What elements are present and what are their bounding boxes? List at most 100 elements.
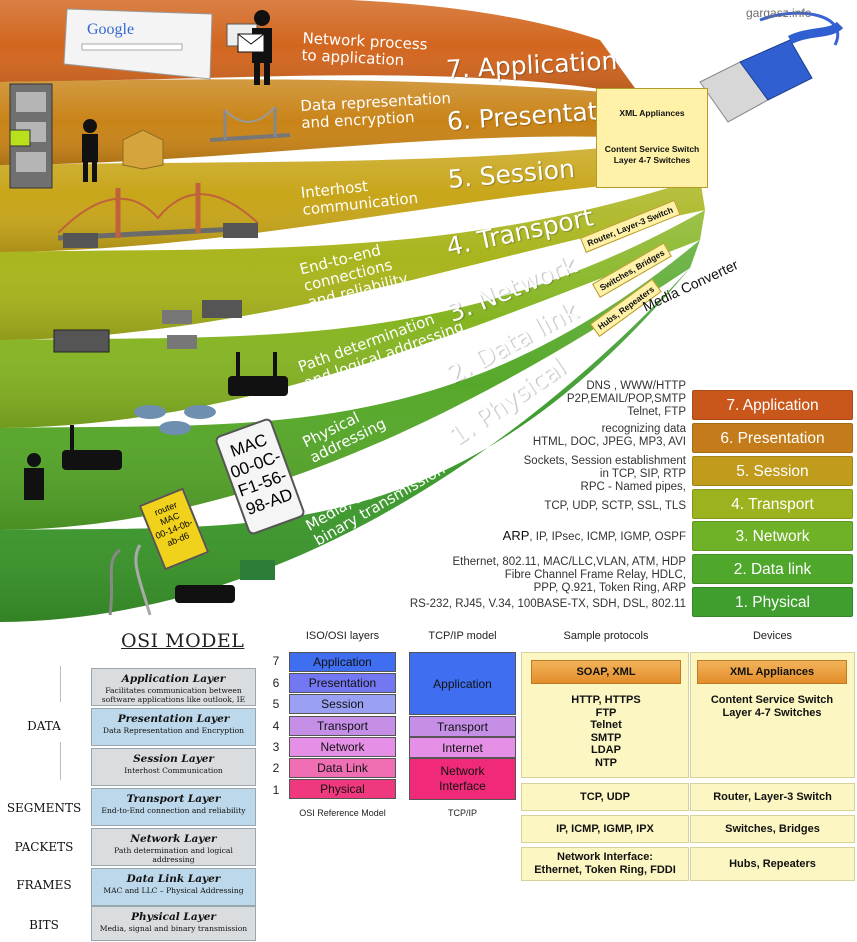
legend-network-label: 3. Network — [735, 528, 810, 545]
guard-and-router-icon — [24, 425, 122, 500]
protocols-transport: TCP, UDP, SCTP, SSL, TLS — [544, 500, 686, 512]
pdu-segments: SEGMENTS — [6, 801, 82, 815]
osi-illustration: gargasz.info 7. Application 6. Presentat… — [0, 0, 853, 622]
pdu-bits: BITS — [29, 918, 59, 932]
legend-application: 7. Application — [692, 390, 853, 420]
layer-number-1: 1 — [272, 783, 280, 797]
osi-model-title: OSI MODEL — [121, 630, 245, 652]
osi-application-layer: Application Layer Facilitates communicat… — [91, 668, 256, 706]
pdu-frames: FRAMES — [16, 878, 72, 892]
osi-layer-desc: MAC and LLC – Physical Addressing — [103, 886, 244, 895]
legend-transport-label: 4. Transport — [731, 496, 814, 513]
file-cabinet-lock-icon — [9, 83, 53, 189]
layer-number-6: 6 — [272, 676, 280, 690]
osi-layer-name: Physical Layer — [131, 911, 216, 923]
iso-footer: OSI Reference Model — [299, 808, 386, 818]
pdu-bracket-top — [60, 666, 61, 702]
iso-session: Session — [289, 694, 396, 714]
legend-presentation-label: 6. Presentation — [720, 430, 825, 447]
content-switch-card: XML Appliances Content Service Switch La… — [596, 88, 708, 188]
iso-heading: ISO/OSI layers — [305, 630, 380, 642]
osi-layer-desc: Media, signal and binary transmission — [99, 924, 248, 933]
band-desc-7: Network process to application — [301, 29, 428, 70]
pdu-bracket-bottom — [60, 742, 61, 780]
sample-protocols-app: HTTP, HTTPS FTP Telnet SMTP LDAP NTP — [571, 694, 641, 769]
protocols-datalink: Ethernet, 802.11, MAC/LLC,VLAN, ATM, HDP… — [452, 556, 686, 594]
iso-presentation: Presentation — [289, 673, 396, 693]
osi-layer-name: Data Link Layer — [126, 873, 221, 885]
band-shade-2 — [0, 240, 700, 530]
osi-layer-desc: Data Representation and Encryption — [102, 726, 245, 735]
package-box-icon — [122, 129, 164, 170]
osi-physical-layer: Physical Layer Media, signal and binary … — [91, 906, 256, 941]
iso-transport: Transport — [289, 716, 396, 736]
iso-physical: Physical — [289, 779, 396, 799]
bridge-small-icon — [209, 106, 291, 142]
protocols-application: DNS , WWW/HTTP P2P,EMAIL/POP,SMTP Telnet… — [566, 380, 686, 418]
tcpip-network-interface-label: Network Interface — [439, 764, 486, 793]
pdu-data: DATA — [27, 719, 61, 733]
band-shade-3 — [0, 210, 705, 428]
routers-icon — [53, 300, 242, 353]
sample-protocols-transport: TCP, UDP — [521, 783, 689, 811]
legend-session-label: 5. Session — [736, 463, 809, 480]
network-cable-icon — [699, 11, 844, 123]
person-icon — [82, 119, 98, 182]
devices-heading: Devices — [752, 630, 793, 642]
legend-presentation: 6. Presentation — [692, 423, 853, 453]
switches-icon — [134, 405, 216, 435]
osi-layer-desc: Interhost Communication — [124, 766, 223, 775]
sample-protocols-link: Network Interface: Ethernet, Token Ring,… — [521, 847, 689, 881]
devices-link: Hubs, Repeaters — [690, 847, 855, 881]
legend-session: 5. Session — [692, 456, 853, 486]
tcpip-transport: Transport — [409, 716, 516, 737]
legend-transport: 4. Transport — [692, 489, 853, 519]
legend-datalink: 2. Data link — [692, 554, 853, 584]
tcpip-internet: Internet — [409, 737, 516, 758]
band-shade-5 — [0, 140, 700, 252]
devices-app: Content Service Switch Layer 4-7 Switche… — [710, 694, 834, 719]
protocols-network: ARP, IP, IPsec, ICMP, IGMP, OSPF — [502, 528, 686, 543]
osi-layer-name: Application Layer — [121, 673, 226, 685]
arp-label: ARP — [502, 528, 530, 543]
protocols-physical: RS-232, RJ45, V.34, 100BASE-TX, SDH, DSL… — [409, 598, 686, 610]
iso-datalink: Data Link — [289, 758, 396, 778]
layer-number-3: 3 — [272, 740, 280, 754]
layer-number-7: 7 — [272, 654, 280, 668]
legend-physical: 1. Physical — [692, 587, 853, 617]
legend-physical-label: 1. Physical — [735, 594, 810, 611]
osi-layer-name: Transport Layer — [126, 793, 221, 805]
devices-transport: Router, Layer-3 Switch — [690, 783, 855, 811]
cables-router-icon — [108, 544, 275, 616]
osi-layer-name: Session Layer — [133, 753, 214, 765]
devices-top: XML Appliances — [697, 660, 847, 684]
osi-layer-desc: End-to-End connection and reliability — [101, 806, 246, 815]
protocols-presentation: recognizing data HTML, DOC, JPEG, MP3, A… — [532, 423, 686, 448]
osi-presentation-layer: Presentation Layer Data Representation a… — [91, 708, 256, 746]
tcpip-application: Application — [409, 652, 516, 715]
xml-appliances-label: XML Appliances — [619, 108, 685, 118]
wireless-router-icon — [228, 352, 288, 396]
osi-layer-name: Presentation Layer — [117, 713, 230, 725]
legend-network: 3. Network — [692, 521, 853, 551]
band-shade-6 — [0, 79, 680, 165]
osi-session-layer: Session Layer Interhost Communication — [91, 748, 256, 786]
person-with-letter-icon — [237, 10, 272, 85]
watermark: gargasz.info — [746, 6, 812, 20]
tcpip-footer: TCP/IP — [447, 808, 477, 818]
osi-transport-layer: Transport Layer End-to-End connection an… — [91, 788, 256, 826]
iso-network: Network — [289, 737, 396, 757]
sample-protocols-network: IP, ICMP, IGMP, IPX — [521, 815, 689, 843]
layer-number-4: 4 — [272, 719, 280, 733]
browser-window-icon: Google — [63, 8, 258, 80]
band-shade-4 — [0, 178, 705, 340]
layer-number-2: 2 — [272, 761, 280, 775]
layer-number-5: 5 — [272, 697, 280, 711]
tcpip-application-label: Application — [433, 676, 492, 691]
tcpip-transport-label: Transport — [437, 719, 488, 734]
legend-application-label: 7. Application — [726, 397, 819, 414]
bridge-icon — [57, 183, 259, 248]
devices-network: Switches, Bridges — [690, 815, 855, 843]
tcpip-internet-label: Internet — [442, 740, 483, 755]
iso-application: Application — [289, 652, 396, 672]
